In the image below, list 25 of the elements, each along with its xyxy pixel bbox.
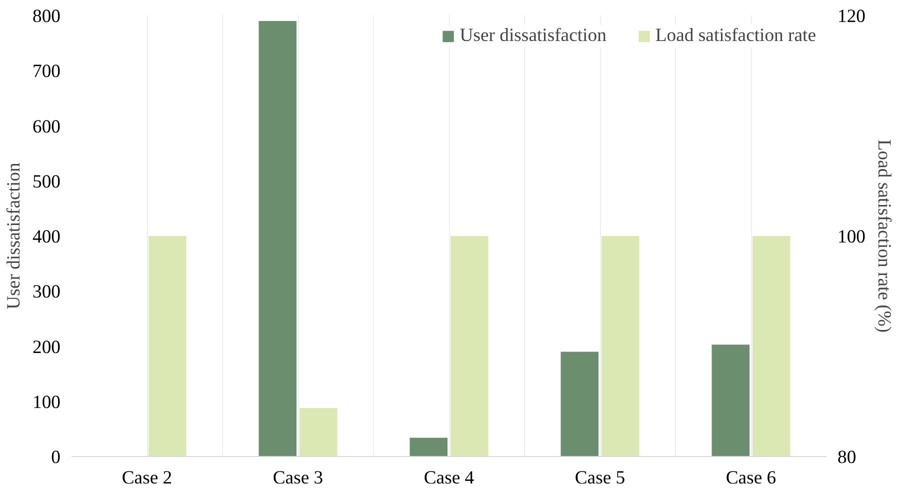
legend-label: User dissatisfaction xyxy=(460,25,606,47)
bar xyxy=(258,21,296,456)
x-tick-label: Case 2 xyxy=(122,468,172,488)
y-tick-label: 600 xyxy=(32,116,60,138)
bar xyxy=(410,438,448,456)
bar xyxy=(560,352,598,456)
legend-label: Load satisfaction rate xyxy=(655,25,816,47)
x-tick-label: Case 4 xyxy=(424,468,475,488)
x-tick-label: Case 3 xyxy=(272,468,324,488)
y-tick-label: 300 xyxy=(32,282,60,303)
bar xyxy=(712,344,750,456)
y-tick-label: 400 xyxy=(32,226,60,248)
y-tick-label: 800 xyxy=(32,6,60,27)
y-tick-label: 100 xyxy=(32,392,60,413)
x-tick-label: Case 5 xyxy=(574,468,626,488)
y-axis-title: User dissatisfaction xyxy=(4,162,25,310)
y2-tick-label: 100 xyxy=(838,226,866,248)
y-tick-label: 0 xyxy=(51,447,60,468)
x-tick-label: Case 6 xyxy=(726,468,776,488)
y-tick-label: 700 xyxy=(32,61,60,82)
y2-tick-label: 120 xyxy=(838,6,866,27)
y-tick-label: 200 xyxy=(32,336,60,358)
y2-tick-label: 80 xyxy=(838,447,856,468)
y-tick-label: 500 xyxy=(32,171,60,192)
y2-axis-title: Load satisfaction rate (%) xyxy=(873,139,894,333)
